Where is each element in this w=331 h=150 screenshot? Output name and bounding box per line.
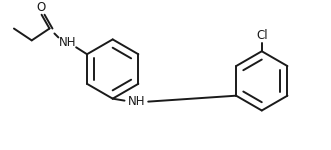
Text: NH: NH	[128, 95, 145, 108]
Text: O: O	[36, 1, 45, 14]
Text: Cl: Cl	[256, 29, 267, 42]
Text: NH: NH	[59, 36, 76, 49]
